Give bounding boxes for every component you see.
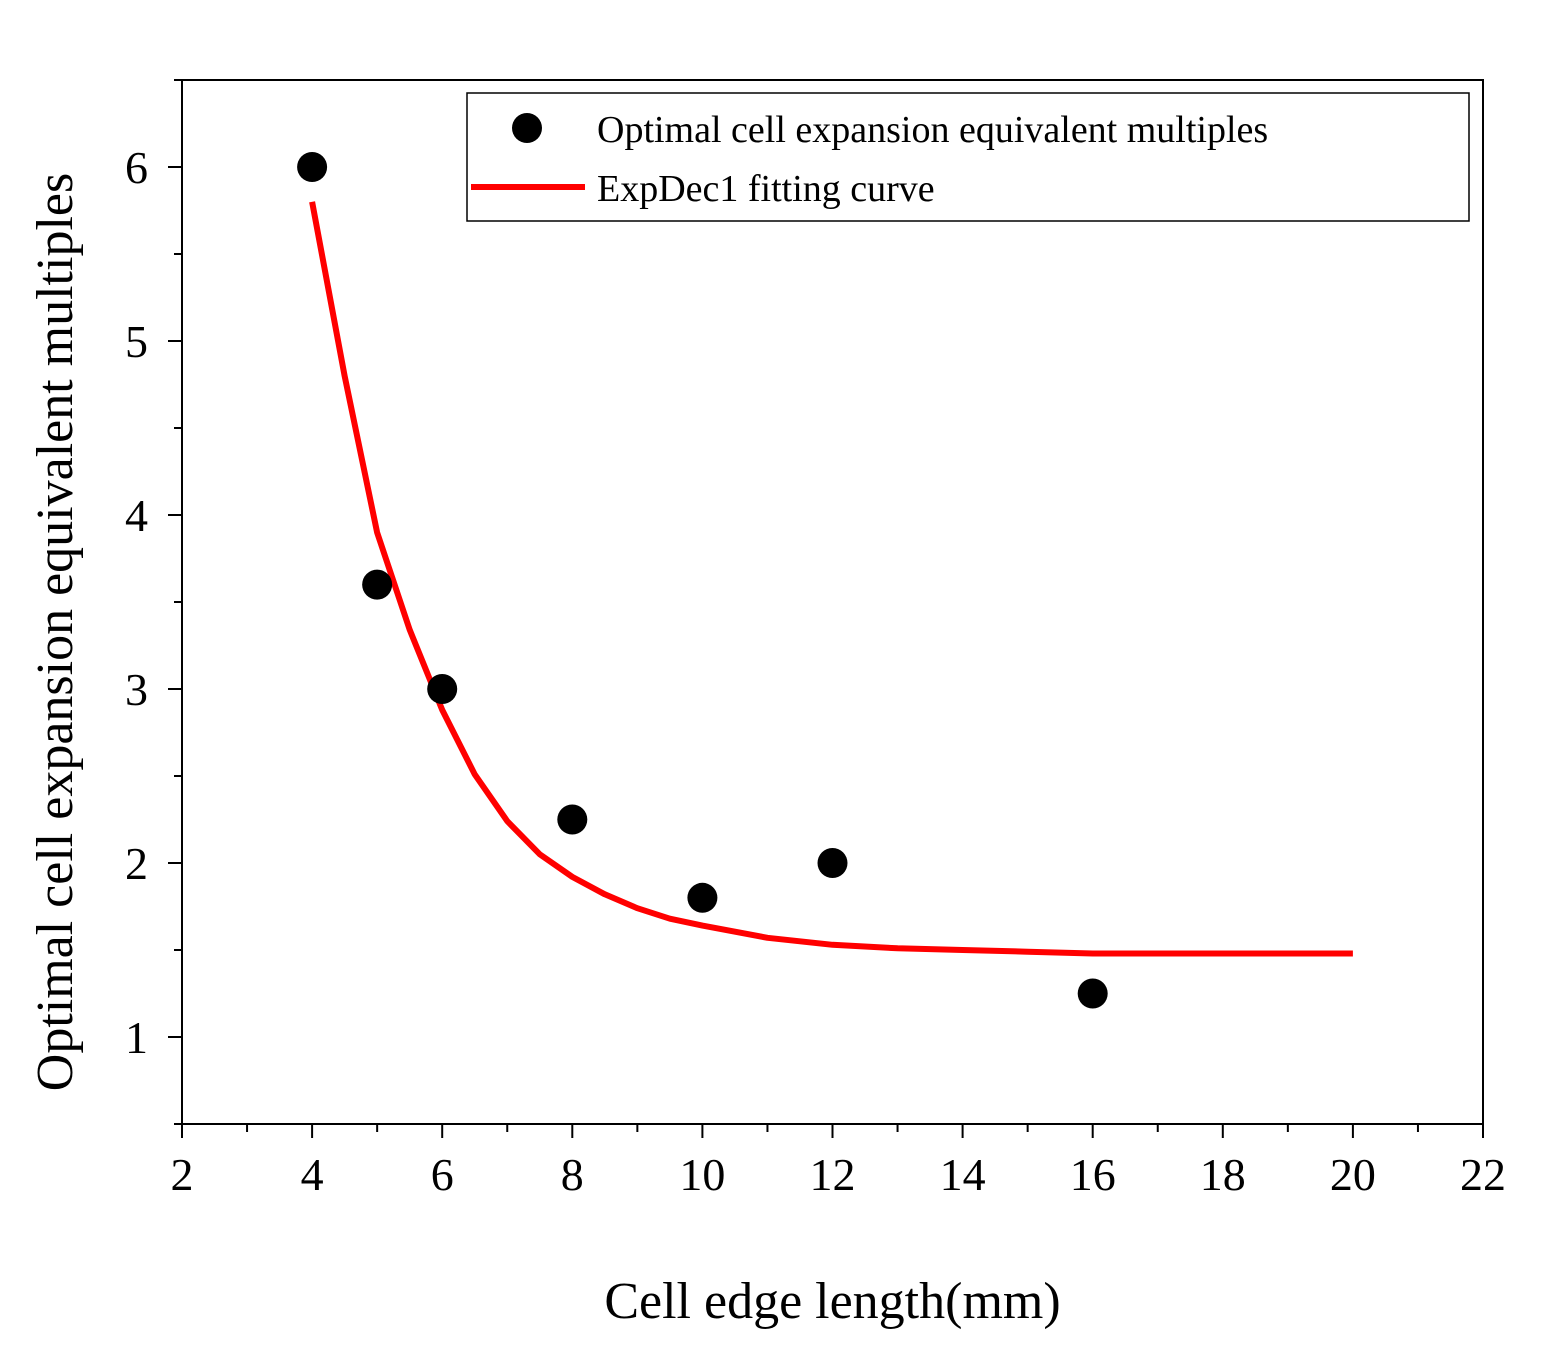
x-tick-label: 18 [1200, 1149, 1246, 1200]
legend: Optimal cell expansion equivalent multip… [466, 92, 1470, 222]
y-tick-label: 1 [125, 1012, 148, 1063]
data-point [427, 674, 458, 704]
x-tick-label: 2 [171, 1149, 194, 1200]
x-tick-label: 16 [1070, 1149, 1116, 1200]
x-axis-title: Cell edge length(mm) [604, 1273, 1060, 1330]
y-tick-label: 3 [125, 664, 148, 715]
x-axis: 2 4 6 8 10 12 14 16 18 20 22 [171, 1124, 1506, 1200]
x-tick-label: 22 [1460, 1149, 1506, 1200]
legend-label-fit-line: ExpDec1 fitting curve [597, 168, 935, 210]
series-layer [297, 152, 1353, 1009]
legend-marker-scatter [512, 113, 542, 143]
y-tick-label: 4 [125, 490, 148, 541]
data-point [687, 882, 718, 913]
data-point [297, 152, 328, 182]
data-point [1077, 978, 1108, 1009]
y-axis: 1 2 3 4 5 6 [125, 79, 182, 1125]
data-point [557, 804, 588, 835]
y-tick-label: 5 [125, 316, 148, 367]
legend-label-scatter: Optimal cell expansion equivalent multip… [597, 109, 1268, 151]
y-tick-label: 6 [125, 142, 148, 193]
axes-frame [181, 79, 1484, 1125]
data-point [817, 848, 848, 878]
x-tick-label: 6 [431, 1149, 454, 1200]
data-point [362, 569, 393, 600]
x-tick-label: 20 [1330, 1149, 1376, 1200]
legend-box [466, 92, 1470, 222]
x-tick-label: 8 [561, 1149, 584, 1200]
fit-curve-line [309, 201, 1353, 957]
x-tick-label: 4 [301, 1149, 324, 1200]
plot-area [181, 79, 1484, 1125]
x-tick-label: 14 [940, 1149, 986, 1200]
y-tick-label: 2 [125, 838, 148, 889]
x-tick-label: 12 [810, 1149, 856, 1200]
y-axis-title: Optimal cell expansion equivalent multip… [27, 173, 84, 1091]
x-tick-label: 10 [679, 1149, 725, 1200]
